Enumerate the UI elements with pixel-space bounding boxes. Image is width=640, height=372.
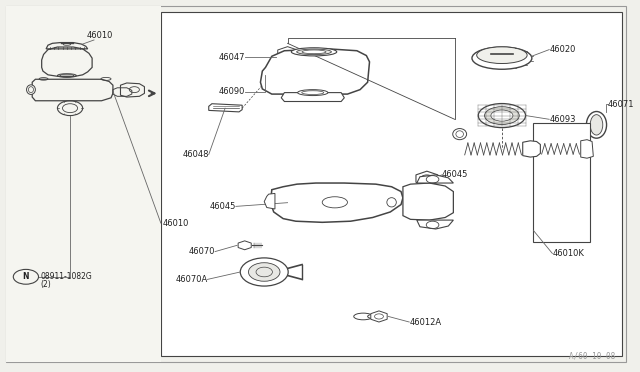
Ellipse shape — [586, 112, 607, 138]
Polygon shape — [289, 195, 310, 210]
Polygon shape — [371, 311, 387, 322]
Circle shape — [420, 175, 433, 182]
Ellipse shape — [291, 48, 337, 56]
Text: 46012A: 46012A — [409, 318, 442, 327]
Ellipse shape — [452, 129, 467, 140]
Text: 46070A: 46070A — [175, 275, 207, 284]
Text: 46010: 46010 — [87, 32, 113, 41]
Polygon shape — [278, 46, 298, 60]
Polygon shape — [417, 175, 453, 183]
Polygon shape — [271, 183, 403, 222]
Circle shape — [240, 258, 288, 286]
Ellipse shape — [297, 49, 332, 55]
Ellipse shape — [477, 47, 527, 64]
Ellipse shape — [484, 107, 519, 125]
Text: 46090: 46090 — [219, 87, 245, 96]
Polygon shape — [417, 220, 453, 229]
Polygon shape — [281, 93, 344, 102]
Polygon shape — [260, 49, 369, 94]
Ellipse shape — [590, 115, 603, 135]
Ellipse shape — [478, 103, 525, 128]
Ellipse shape — [472, 47, 532, 69]
Text: N: N — [22, 272, 29, 281]
Polygon shape — [238, 241, 252, 250]
Text: 46071: 46071 — [608, 100, 634, 109]
Text: A/60 10 08: A/60 10 08 — [569, 351, 616, 360]
Ellipse shape — [302, 50, 326, 54]
Ellipse shape — [354, 313, 372, 320]
Text: 46093: 46093 — [549, 115, 576, 124]
Ellipse shape — [491, 110, 513, 121]
Text: 46048: 46048 — [182, 150, 209, 159]
Text: 46045: 46045 — [442, 170, 468, 179]
Text: 46045: 46045 — [209, 202, 236, 211]
Circle shape — [293, 199, 306, 206]
Ellipse shape — [367, 314, 381, 319]
Bar — [6, 6, 161, 362]
Polygon shape — [209, 104, 242, 112]
Text: 46020: 46020 — [549, 45, 575, 54]
Text: 08911-1082G: 08911-1082G — [40, 272, 92, 281]
Circle shape — [248, 263, 280, 281]
Polygon shape — [281, 54, 294, 64]
Bar — [161, 12, 621, 356]
Ellipse shape — [26, 85, 35, 94]
Bar — [533, 123, 590, 241]
Text: (2): (2) — [40, 280, 51, 289]
Polygon shape — [403, 183, 453, 220]
Circle shape — [13, 269, 38, 284]
Polygon shape — [580, 140, 593, 158]
Text: 46010: 46010 — [163, 219, 189, 228]
Text: 46010K: 46010K — [552, 249, 584, 258]
Polygon shape — [523, 141, 540, 157]
Ellipse shape — [298, 90, 328, 96]
Text: 46070: 46070 — [189, 247, 215, 256]
Text: 46047: 46047 — [219, 52, 245, 61]
Polygon shape — [416, 171, 438, 186]
Polygon shape — [264, 193, 275, 209]
